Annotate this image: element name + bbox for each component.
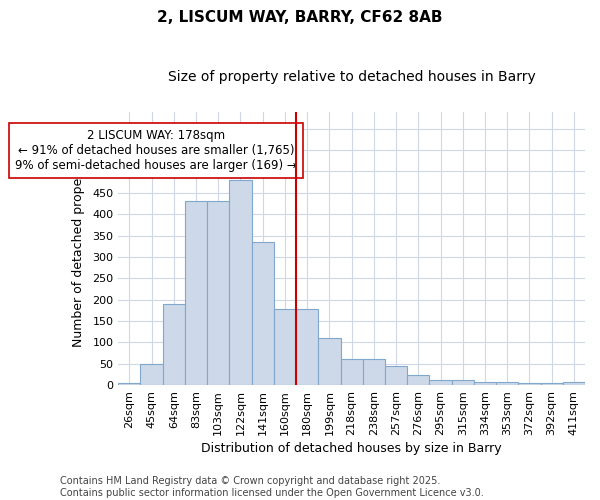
Text: Contains HM Land Registry data © Crown copyright and database right 2025.
Contai: Contains HM Land Registry data © Crown c… <box>60 476 484 498</box>
Bar <box>185 202 207 385</box>
Bar <box>407 374 430 385</box>
Bar <box>251 242 274 385</box>
Bar <box>563 382 585 385</box>
Text: 2 LISCUM WAY: 178sqm
← 91% of detached houses are smaller (1,765)
9% of semi-det: 2 LISCUM WAY: 178sqm ← 91% of detached h… <box>15 128 297 172</box>
Bar <box>518 383 541 385</box>
Bar <box>229 180 251 385</box>
Bar <box>296 309 318 385</box>
Title: Size of property relative to detached houses in Barry: Size of property relative to detached ho… <box>168 70 535 84</box>
Bar <box>452 380 474 385</box>
Bar <box>163 304 185 385</box>
Bar <box>541 383 563 385</box>
X-axis label: Distribution of detached houses by size in Barry: Distribution of detached houses by size … <box>202 442 502 455</box>
Y-axis label: Number of detached properties: Number of detached properties <box>73 150 85 347</box>
Bar <box>341 358 363 385</box>
Bar <box>430 380 452 385</box>
Bar <box>207 202 229 385</box>
Bar <box>118 383 140 385</box>
Bar <box>496 382 518 385</box>
Bar <box>363 358 385 385</box>
Bar <box>274 309 296 385</box>
Bar <box>385 366 407 385</box>
Bar <box>318 338 341 385</box>
Bar <box>474 382 496 385</box>
Bar <box>140 364 163 385</box>
Text: 2, LISCUM WAY, BARRY, CF62 8AB: 2, LISCUM WAY, BARRY, CF62 8AB <box>157 10 443 25</box>
